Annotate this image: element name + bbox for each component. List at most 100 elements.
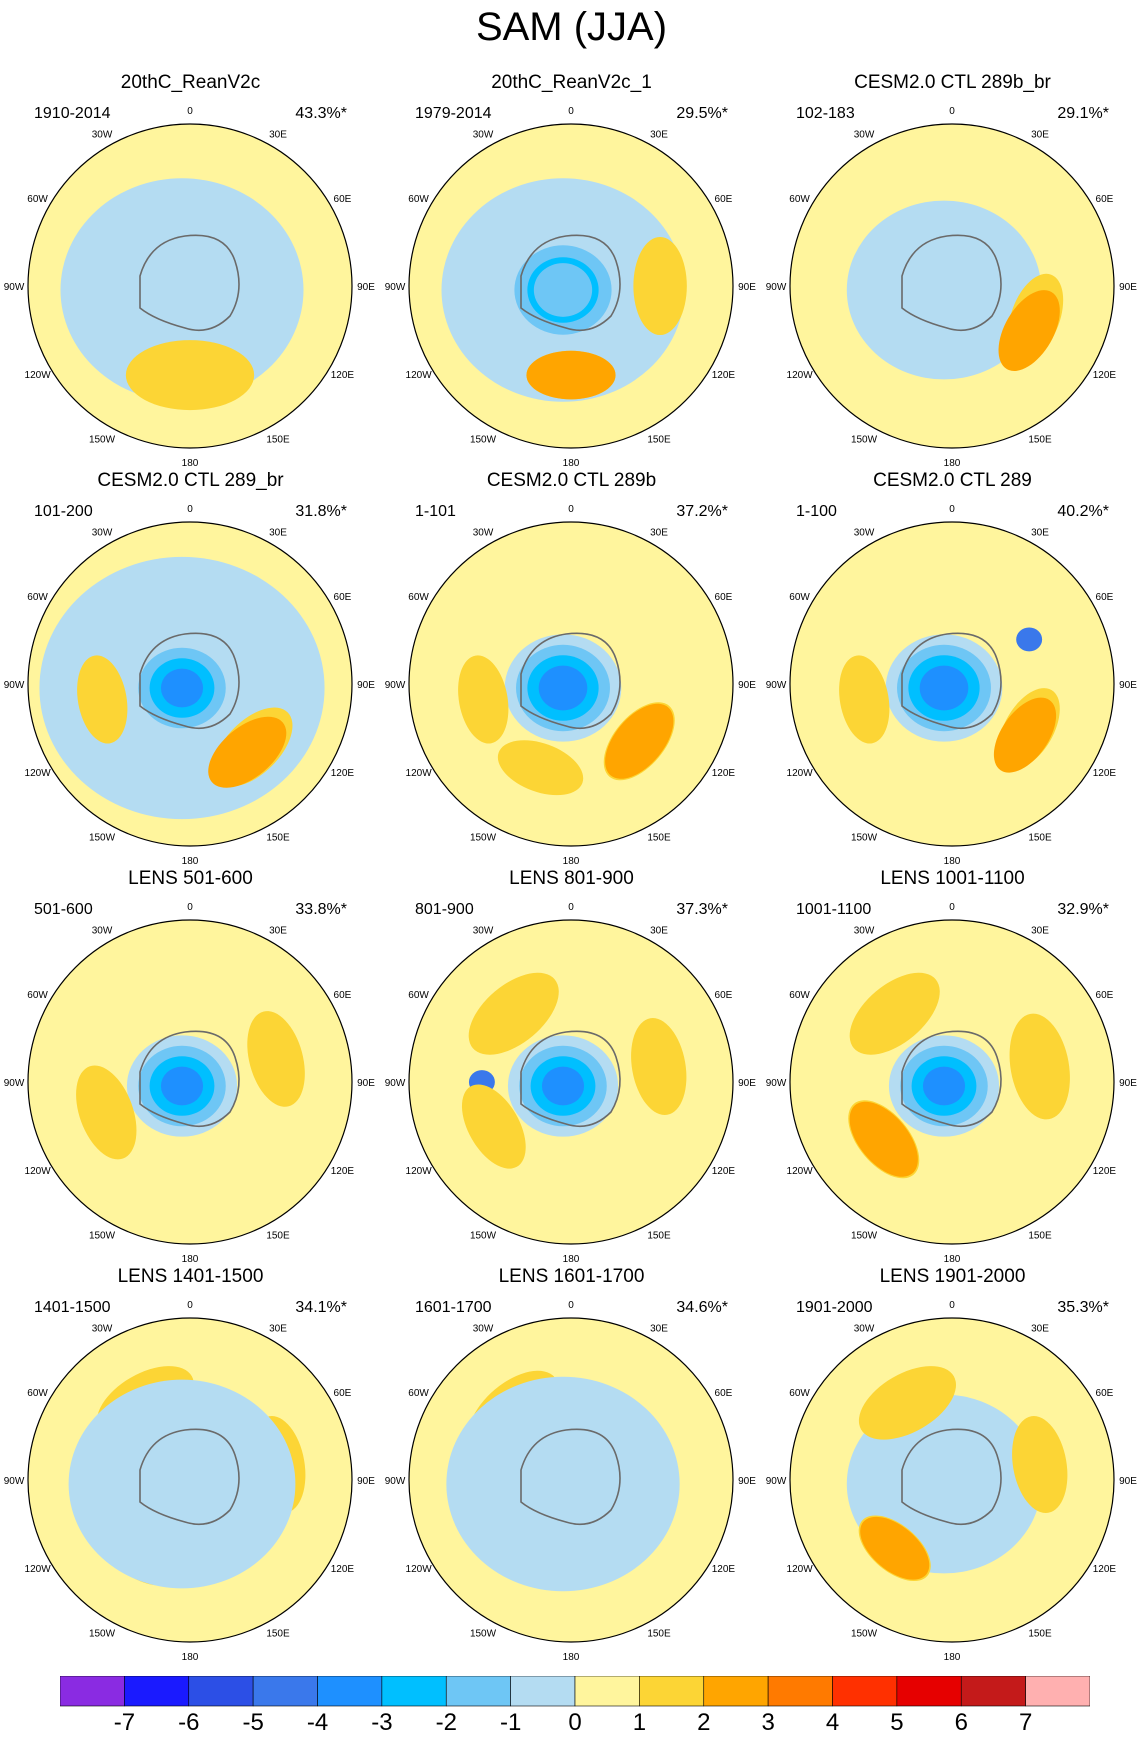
longitude-label: 30E [269, 528, 287, 539]
panel-variance: 33.8%* [295, 901, 347, 918]
map-panel: 0 30E 60E 90E 120E 150E 180 150W 120W 90W 60W 30W LE… [381, 1266, 762, 1664]
longitude-label: 120E [331, 768, 355, 779]
longitude-label: 60E [334, 592, 352, 603]
polar-map: 0 30E 60E 90E 120E 150E 180 150W 120W 90W 60W 30W [766, 1300, 1138, 1663]
panel-period: 1901-2000 [796, 1299, 873, 1316]
map-panel: 0 30E 60E 90E 120E 150E 180 150W 120W 90W 60W 30W CE… [762, 72, 1143, 470]
longitude-label: 150E [266, 434, 290, 445]
longitude-label: 120W [787, 1166, 814, 1177]
colorbar-label: 3 [761, 1709, 774, 1736]
longitude-label: 0 [568, 1300, 574, 1311]
longitude-label: 120W [787, 1564, 814, 1575]
contour-region [998, 290, 1060, 371]
polar-map: 0 30E 60E 90E 120E 150E 180 150W 120W 90W 60W 30W [4, 504, 376, 867]
longitude-label: 180 [944, 1652, 961, 1663]
longitude-label: 0 [949, 1300, 955, 1311]
longitude-label: 60E [334, 1388, 352, 1399]
contour-region [846, 200, 1042, 380]
longitude-label: 180 [563, 458, 580, 469]
panel-title: LENS 501-600 [128, 868, 253, 889]
antarctica-coastline [520, 234, 621, 332]
longitude-label: 30E [1031, 130, 1049, 141]
longitude-label: 150E [266, 832, 290, 843]
contour-region [76, 1065, 137, 1160]
longitude-label: 30W [854, 528, 875, 539]
map-panel: 0 30E 60E 90E 120E 150E 180 150W 120W 90W 60W 30W LE… [0, 868, 381, 1266]
contour-region [468, 972, 559, 1055]
panel-title: LENS 801-900 [509, 868, 634, 889]
colorbar-label: -1 [500, 1709, 521, 1736]
panel-title: CESM2.0 CTL 289b [486, 470, 657, 491]
longitude-label: 180 [182, 1254, 199, 1265]
antarctica-coastline [139, 1030, 240, 1128]
colorbar-swatch [896, 1676, 962, 1707]
colorbar-swatch [510, 1676, 576, 1707]
longitude-label: 120E [331, 1564, 355, 1575]
longitude-label: 150W [470, 434, 497, 445]
polar-map: 0 30E 60E 90E 120E 150E 180 150W 120W 90W 60W 30W [385, 504, 757, 867]
longitude-label: 150W [89, 434, 116, 445]
longitude-label: 90E [1119, 1476, 1137, 1487]
longitude-label: 120W [25, 1564, 52, 1575]
panel-variance: 29.1%* [1057, 105, 1109, 122]
map-panel: 0 30E 60E 90E 120E 150E 180 150W 120W 90W 60W 30W CE… [762, 470, 1143, 868]
longitude-label: 150W [89, 832, 116, 843]
map-panel: 0 30E 60E 90E 120E 150E 180 150W 120W 90W 60W 30W LE… [0, 1266, 381, 1664]
longitude-label: 30W [92, 1324, 113, 1335]
longitude-label: 90W [385, 1078, 406, 1089]
colorbar-swatch [703, 1676, 769, 1707]
longitude-label: 30W [854, 1324, 875, 1335]
map-boundary [408, 1317, 734, 1643]
map-panel: 0 30E 60E 90E 120E 150E 180 150W 120W 90W 60W 30W CE… [381, 470, 762, 868]
contour-region [839, 655, 890, 744]
longitude-label: 0 [568, 504, 574, 515]
map-panel: 0 30E 60E 90E 120E 150E 180 150W 120W 90W 60W 30W LE… [762, 1266, 1143, 1664]
longitude-label: 180 [563, 1254, 580, 1265]
panel-variance: 32.9%* [1057, 901, 1109, 918]
longitude-label: 30W [473, 1324, 494, 1335]
longitude-label: 60W [789, 1388, 810, 1399]
longitude-label: 120W [25, 370, 52, 381]
longitude-label: 90W [4, 1476, 25, 1487]
panel-period: 102-183 [796, 105, 855, 122]
panel-variance: 34.1%* [295, 1299, 347, 1316]
antarctica-coastline [139, 1428, 240, 1526]
longitude-label: 180 [182, 458, 199, 469]
panel-title: LENS 1001-1100 [880, 868, 1025, 889]
polar-map: 0 30E 60E 90E 120E 150E 180 150W 120W 90W 60W 30W [4, 902, 376, 1265]
colorbar-label: -4 [307, 1709, 328, 1736]
contour-region [541, 1066, 585, 1106]
polar-map: 0 30E 60E 90E 120E 150E 180 150W 120W 90W 60W 30W [4, 106, 376, 469]
longitude-label: 150E [1028, 832, 1052, 843]
polar-map: 0 30E 60E 90E 120E 150E 180 150W 120W 90W 60W 30W [766, 504, 1138, 867]
longitude-label: 60E [1096, 194, 1114, 205]
panel-period: 101-200 [34, 503, 93, 520]
longitude-label: 30W [473, 130, 494, 141]
contour-region [922, 1066, 966, 1106]
colorbar-label: -6 [178, 1709, 199, 1736]
map-boundary [27, 919, 353, 1245]
contour-region [1009, 1013, 1070, 1120]
map-panel: 0 30E 60E 90E 120E 150E 180 150W 120W 90W 60W 30W LE… [381, 868, 762, 1266]
longitude-label: 120W [406, 1564, 433, 1575]
panel-period: 1979-2014 [415, 105, 492, 122]
longitude-label: 30W [92, 926, 113, 937]
polar-map: 0 30E 60E 90E 120E 150E 180 150W 120W 90W 60W 30W [4, 1300, 376, 1663]
contour-region [533, 263, 593, 317]
longitude-label: 60E [334, 194, 352, 205]
contour-region [247, 1011, 305, 1107]
panel-title: CESM2.0 CTL 289b_br [854, 72, 1051, 93]
longitude-label: 150W [89, 1628, 116, 1639]
figure-title: SAM (JJA) [475, 5, 668, 49]
colorbar-label: -3 [371, 1709, 392, 1736]
panel-period: 1601-1700 [415, 1299, 492, 1316]
longitude-label: 60W [789, 990, 810, 1001]
longitude-label: 150W [470, 1628, 497, 1639]
longitude-label: 120E [1093, 768, 1117, 779]
map-panel: 0 30E 60E 90E 120E 150E 180 150W 120W 90W 60W 30W LE… [762, 868, 1143, 1266]
panel-title: 20thC_ReanV2c [120, 72, 261, 93]
antarctica-coastline [139, 234, 240, 332]
panel-period: 1-100 [796, 503, 837, 520]
colorbar-swatch [767, 1676, 833, 1707]
longitude-label: 0 [949, 106, 955, 117]
